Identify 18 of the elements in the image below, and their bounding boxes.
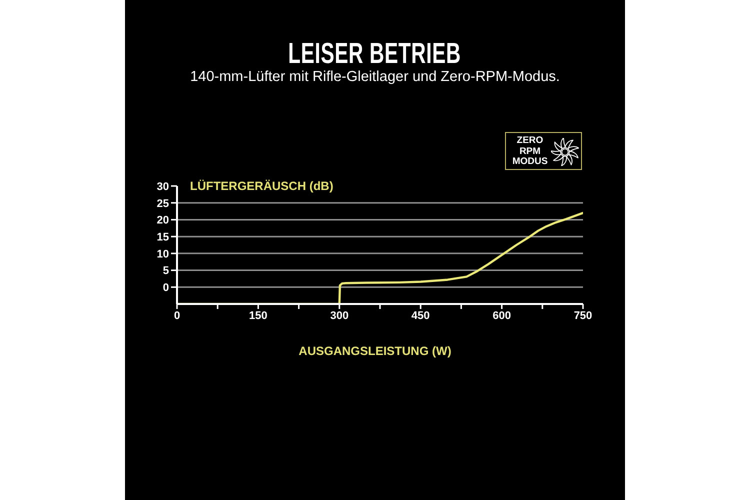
x-axis-title: AUSGANGSLEISTUNG (W) [298, 344, 452, 358]
x-tick-label: 300 [330, 310, 349, 322]
chart-title: LEISER BETRIEB [288, 38, 462, 70]
y-tick-label: 30 [156, 180, 169, 193]
y-axis-title: LÜFTERGERÄUSCH (dB) [190, 179, 334, 193]
y-tick-label: 5 [162, 265, 169, 278]
y-tick-label: 15 [156, 231, 169, 244]
x-tick-label: 600 [492, 310, 511, 322]
y-tick-label: 10 [156, 248, 169, 260]
chart-subtitle: 140-mm-Lüfter mit Rifle-Gleitlager und Zero-RPM-Modus. [189, 68, 561, 86]
x-tick-label: 450 [411, 310, 430, 322]
y-tick-label: 20 [156, 214, 169, 227]
y-tick-label: 25 [156, 198, 169, 210]
x-tick-label: 0 [174, 310, 180, 322]
y-tick-label: 0 [162, 282, 169, 294]
x-tick-label: 750 [574, 310, 592, 322]
badge-frame: ZERO RPM MODUS [505, 132, 582, 170]
x-tick-label: 150 [249, 310, 268, 322]
